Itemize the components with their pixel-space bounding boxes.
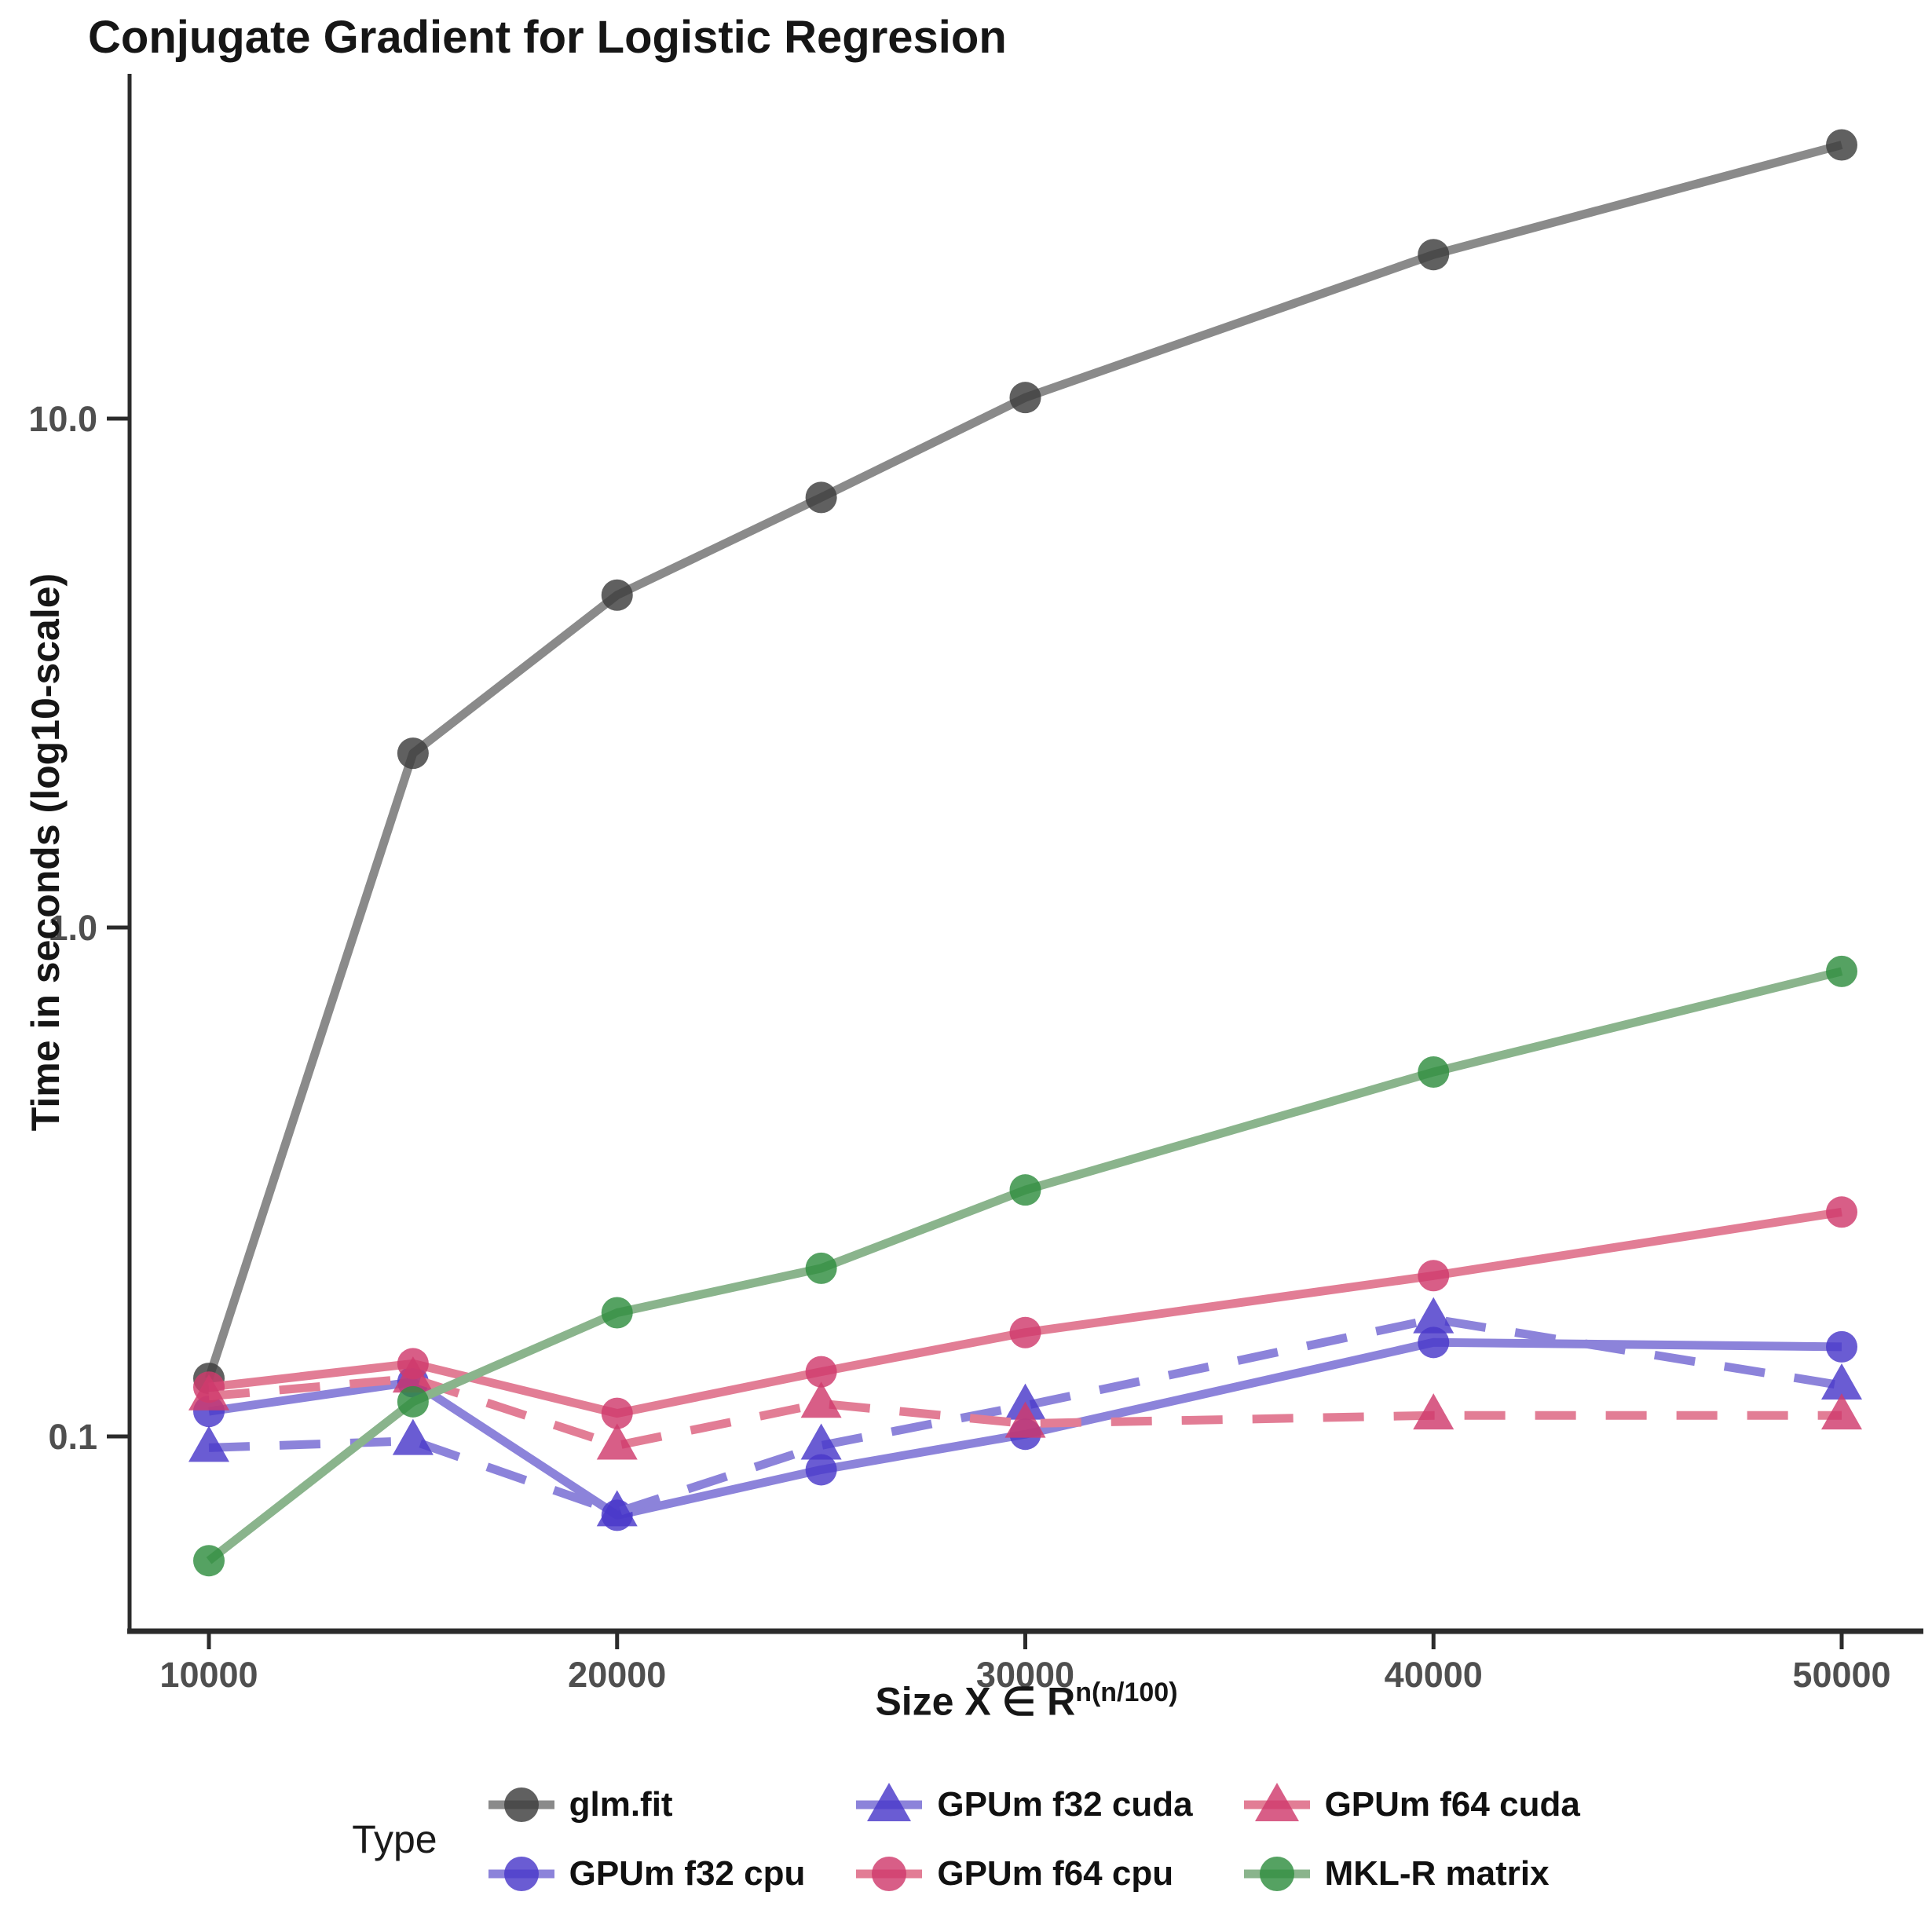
legend-entries: glm.fit GPUm f32 cpu GPUm f32 cuda GPUm f64… [437, 1780, 1580, 1899]
circle-legend-key-icon [488, 1857, 554, 1891]
legend-label: GPUm f32 cuda [937, 1785, 1193, 1824]
y-tick-label: 0.1 [48, 1417, 97, 1457]
x-tick-label: 30000 [976, 1655, 1074, 1695]
data-point-glm-fit-15000 [397, 737, 429, 770]
legend-column: GPUm f32 cuda GPUm f64 cpu [854, 1780, 1193, 1899]
legend-label: MKL-R matrix [1324, 1854, 1550, 1893]
legend-label: GPUm f32 cpu [569, 1854, 806, 1893]
legend-label: GPUm f64 cpu [937, 1854, 1174, 1893]
triangle-legend-key-icon [856, 1783, 923, 1821]
data-point-mkl-r-matrix-50000 [1826, 955, 1857, 987]
x-axis-title-superscript: n(n/100) [1075, 1678, 1178, 1707]
x-tick-label: 20000 [568, 1655, 666, 1695]
data-point-gpum-f64-cuda-40000 [1413, 1393, 1454, 1430]
data-point-glm-fit-25000 [805, 481, 837, 514]
legend-label: GPUm f64 cuda [1324, 1785, 1580, 1824]
data-point-gpum-f64-cpu-20000 [601, 1397, 633, 1429]
legend-column: glm.fit GPUm f32 cpu [486, 1780, 806, 1899]
data-point-gpum-f32-cpu-25000 [805, 1454, 837, 1486]
data-point-gpum-f32-cuda-25000 [800, 1423, 842, 1460]
y-axis-title: Time in seconds (log10-scale) [24, 573, 68, 1132]
data-point-glm-fit-40000 [1418, 239, 1450, 271]
data-point-gpum-f32-cuda-40000 [1413, 1297, 1454, 1334]
data-point-gpum-f32-cuda-10000 [188, 1425, 229, 1462]
y-tick-label: 1.0 [48, 908, 97, 948]
legend: Type glm.fit GPUm f32 cpu GPUm f32 cuda GPU… [0, 1780, 1932, 1899]
data-point-gpum-f64-cuda-20000 [596, 1423, 638, 1460]
data-point-gpum-f64-cuda-15000 [392, 1356, 434, 1393]
x-axis-title: Size X ∈ Rn(n/100) [130, 1678, 1923, 1725]
legend-item-glm-fit: glm.fit [486, 1780, 806, 1830]
data-point-mkl-r-matrix-25000 [805, 1252, 837, 1284]
data-point-gpum-f32-cpu-50000 [1826, 1330, 1857, 1363]
data-point-mkl-r-matrix-20000 [601, 1297, 633, 1329]
legend-item-gpum-f64-cpu: GPUm f64 cpu [854, 1849, 1192, 1899]
legend-column: GPUm f64 cuda MKL-R matrix [1242, 1780, 1580, 1899]
legend-item-gpum-f64-cuda: GPUm f64 cuda [1242, 1780, 1580, 1830]
circle-legend-key-icon [488, 1787, 554, 1822]
data-point-mkl-r-matrix-15000 [397, 1385, 429, 1418]
chart-title: Conjugate Gradient for Logistic Regresio… [88, 12, 1007, 63]
data-point-glm-fit-30000 [1009, 382, 1041, 414]
data-point-gpum-f32-cuda-15000 [392, 1418, 434, 1455]
circle-legend-key-icon [856, 1857, 923, 1891]
x-axis-title-base: Size X ∈ R [875, 1679, 1076, 1724]
data-point-gpum-f64-cuda-50000 [1821, 1393, 1862, 1430]
x-tick-label: 10000 [159, 1655, 258, 1695]
data-point-mkl-r-matrix-30000 [1009, 1174, 1041, 1206]
data-point-gpum-f32-cuda-50000 [1821, 1363, 1862, 1400]
series-line-mkl-r-matrix [206, 967, 1843, 1564]
data-point-gpum-f64-cpu-30000 [1009, 1316, 1041, 1348]
y-tick-label: 10.0 [28, 399, 97, 439]
data-point-gpum-f64-cpu-40000 [1418, 1260, 1450, 1292]
data-point-gpum-f64-cpu-25000 [805, 1356, 837, 1388]
data-point-gpum-f64-cuda-10000 [188, 1374, 229, 1411]
data-point-gpum-f32-cpu-40000 [1418, 1326, 1450, 1359]
data-point-gpum-f64-cuda-30000 [1004, 1401, 1046, 1438]
x-tick-label: 40000 [1385, 1655, 1483, 1695]
x-tick-label: 50000 [1792, 1655, 1890, 1695]
legend-item-gpum-f32-cuda: GPUm f32 cuda [854, 1780, 1193, 1830]
data-point-mkl-r-matrix-10000 [193, 1545, 225, 1577]
data-point-gpum-f64-cpu-50000 [1826, 1196, 1857, 1228]
legend-title: Type [352, 1817, 437, 1861]
data-point-mkl-r-matrix-40000 [1418, 1056, 1450, 1089]
triangle-legend-key-icon [1243, 1783, 1310, 1821]
data-point-glm-fit-20000 [601, 579, 633, 611]
data-point-gpum-f64-cuda-25000 [800, 1381, 842, 1418]
circle-legend-key-icon [1243, 1857, 1310, 1891]
legend-item-gpum-f32-cpu: GPUm f32 cpu [486, 1849, 806, 1899]
data-point-glm-fit-50000 [1826, 129, 1857, 161]
legend-label: glm.fit [569, 1785, 673, 1824]
legend-item-mkl-r-matrix: MKL-R matrix [1242, 1849, 1580, 1899]
data-point-gpum-f32-cuda-20000 [596, 1490, 638, 1527]
